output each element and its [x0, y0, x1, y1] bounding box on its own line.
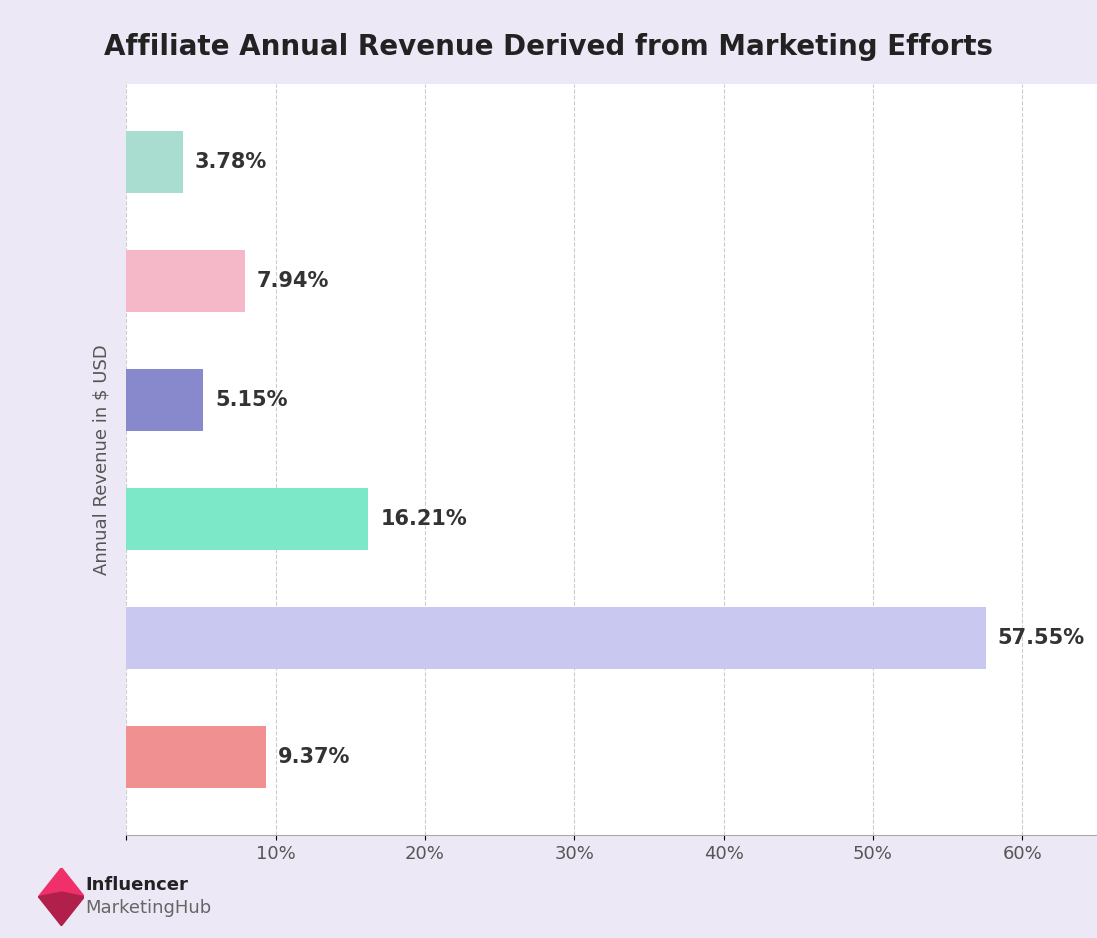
Bar: [126, 369, 203, 431]
Bar: [126, 726, 267, 788]
Text: 9.37%: 9.37%: [278, 748, 350, 767]
Text: 16.21%: 16.21%: [381, 509, 467, 529]
Text: Influencer: Influencer: [86, 875, 189, 894]
Text: 57.55%: 57.55%: [997, 628, 1085, 648]
Text: 7.94%: 7.94%: [257, 271, 329, 291]
Text: 3.78%: 3.78%: [194, 152, 267, 172]
Polygon shape: [38, 868, 84, 897]
Bar: [126, 607, 986, 669]
Bar: [126, 250, 245, 312]
Bar: [126, 488, 369, 551]
Polygon shape: [38, 892, 84, 926]
Y-axis label: Annual Revenue in $ USD: Annual Revenue in $ USD: [92, 344, 110, 575]
Text: Affiliate Annual Revenue Derived from Marketing Efforts: Affiliate Annual Revenue Derived from Ma…: [104, 33, 993, 61]
Text: MarketingHub: MarketingHub: [86, 899, 212, 917]
Text: 5.15%: 5.15%: [215, 390, 287, 410]
Bar: [126, 131, 182, 193]
